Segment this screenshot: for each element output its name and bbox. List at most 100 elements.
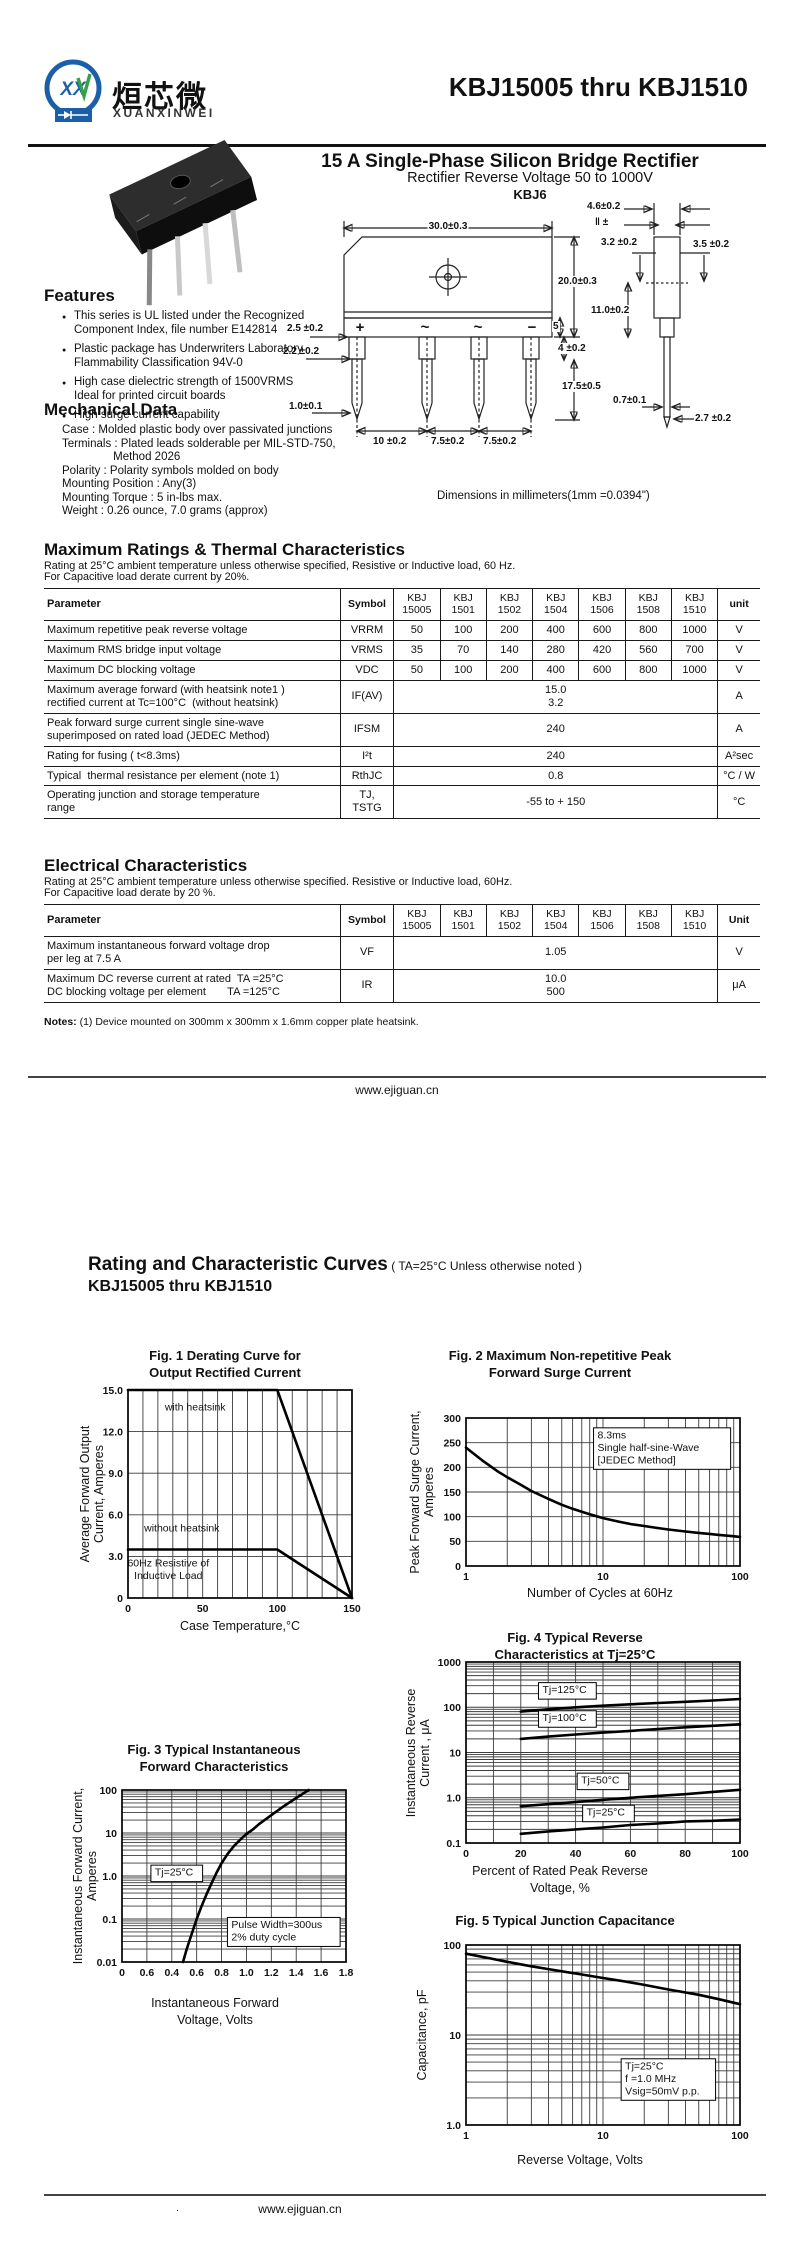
table-cell: VRRM: [339, 619, 395, 641]
brand-logo: XX: [40, 58, 112, 130]
svg-text:Tj=50°C: Tj=50°C: [581, 1775, 620, 1787]
table-cell: 200: [485, 659, 534, 681]
fig3-forward-characteristics-ylabel: Instantaneous Forward Current, Amperes: [71, 1787, 99, 1965]
svg-text:0.8: 0.8: [214, 1967, 229, 1979]
mechanical-line: Weight : 0.26 ounce, 7.0 grams (approx): [62, 505, 268, 517]
table-header-cell: KBJ 1501: [439, 588, 487, 621]
table-row: Maximum DC blocking voltage VDC 50 100 200 40…: [44, 659, 760, 681]
svg-text:40: 40: [570, 1848, 582, 1860]
electrical-subnote-1: Rating at 25°C ambient temperature unles…: [44, 876, 513, 888]
table-cell: Rating for fusing ( t<8.3ms): [44, 745, 341, 767]
svg-text:10: 10: [449, 1747, 461, 1759]
dimension-label: 0.7±0.1: [612, 395, 648, 406]
fig3-forward-characteristics-xlabel: Voltage, Volts: [177, 2013, 253, 2027]
svg-text:10: 10: [597, 2130, 609, 2142]
brand-logo-icon: XX: [44, 59, 102, 122]
table-cell: IFSM: [339, 712, 395, 747]
product-subtitle: Rectifier Reverse Voltage 50 to 1000V: [407, 170, 653, 186]
dimension-label: 2.7 ±0.2: [694, 413, 733, 424]
table-header-cell: KBJ 1510: [670, 904, 719, 937]
svg-text:1: 1: [463, 2130, 469, 2142]
product-photo-image: [109, 140, 258, 306]
table-header-cell: KBJ 1502: [485, 904, 534, 937]
table-row: Maximum DC reverse current at rated TA =…: [44, 968, 760, 1003]
svg-text:Tj=25°C: Tj=25°C: [625, 2060, 664, 2072]
svg-text:1.4: 1.4: [289, 1967, 304, 1979]
fig3-forward-characteristics-title: Forward Characteristics: [139, 1759, 289, 1774]
dimensions-note: Dimensions in millimeters(1mm =0.0394"): [437, 490, 650, 502]
table-cell: 400: [532, 659, 580, 681]
svg-text:without heatsink: without heatsink: [143, 1523, 220, 1535]
table-header-cell: Symbol: [339, 588, 395, 621]
svg-text:250: 250: [443, 1437, 461, 1449]
table-cell: 1.05: [393, 935, 719, 970]
curves-heading-note: ( TA=25°C Unless otherwise noted ): [387, 1259, 582, 1273]
notes-line: Notes: (1) Device mounted on 300mm x 300…: [44, 1016, 419, 1028]
table-cell: I²t: [339, 745, 395, 767]
electrical-table: Parameter Symbol KBJ 15005 KBJ 1501 KBJ 1502…: [44, 904, 760, 1003]
mechanical-list: Case : Molded plastic body over passivat…: [62, 424, 362, 519]
svg-text:Vsig=50mV p.p.: Vsig=50mV p.p.: [625, 2085, 699, 2097]
brand-name-en: XUANXINWEI: [113, 106, 215, 120]
svg-text:Tj=100°C: Tj=100°C: [542, 1712, 587, 1724]
table-header-cell: KBJ 15005: [393, 904, 441, 937]
svg-text:0: 0: [119, 1967, 125, 1979]
svg-text:0.4: 0.4: [164, 1967, 179, 1979]
svg-text:100: 100: [443, 1511, 461, 1523]
table-cell: 240: [393, 712, 719, 747]
table-row: Peak forward surge current single sine-w…: [44, 712, 760, 747]
svg-text:15.0: 15.0: [103, 1385, 124, 1397]
fig2-surge-current-title: Fig. 2 Maximum Non-repetitive Peak: [448, 1348, 672, 1363]
mechanical-line: Mounting Torque : 5 in-lbs max.: [62, 491, 223, 504]
table-header-cell: Parameter: [44, 588, 341, 621]
ratings-subnote-1: Rating at 25°C ambient temperature unles…: [44, 560, 516, 572]
mechanical-line: Polarity : Polarity symbols molded on bo…: [62, 464, 279, 477]
table-header-cell: Parameter: [44, 904, 341, 937]
svg-text:1.8: 1.8: [339, 1967, 354, 1979]
fig4-reverse-characteristics-xlabel: Voltage, %: [530, 1881, 590, 1895]
footer-url-2: www.ejiguan.cn: [258, 2202, 342, 2216]
electrical-subnote-2: For Capacitive load derate by 20 %.: [44, 887, 216, 899]
svg-text:0: 0: [463, 1848, 469, 1860]
svg-text:with heatsink: with heatsink: [164, 1401, 226, 1413]
curves-part-range: KBJ15005 thru KBJ1510: [88, 1278, 273, 1295]
table-header-cell: KBJ 1508: [624, 904, 672, 937]
svg-text:100: 100: [731, 1571, 749, 1583]
svg-text:Tj=25°C: Tj=25°C: [155, 1867, 194, 1879]
table-cell: 400: [532, 619, 580, 641]
table-cell: 200: [485, 619, 534, 641]
svg-text:0.01: 0.01: [97, 1957, 118, 1969]
fig4-reverse-characteristics-canvas: Tj=125°C Tj=100°C Tj=50°C Tj=25°C 0 20 40 60 80 1…: [438, 1657, 749, 1860]
svg-text:100: 100: [99, 1785, 117, 1797]
mechanical-line: Mounting Position : Any(3): [62, 478, 197, 490]
table-row: Rating for fusing ( t<8.3ms) I²t 240 A²sec: [44, 745, 760, 767]
features-list: This series is UL listed under the Recog…: [62, 310, 312, 429]
fig4-reverse-characteristics: Tj=125°C Tj=100°C Tj=50°C Tj=25°C 0 20 40 60 80 1…: [390, 1628, 754, 1896]
brand-name-cn: 烜芯微: [112, 81, 208, 114]
footer-dot: .: [176, 2202, 179, 2214]
footer-divider-2: [44, 2194, 766, 2196]
footer-url-1: www.ejiguan.cn: [355, 1083, 439, 1097]
table-cell: A²sec: [717, 745, 760, 767]
table-cell: Maximum repetitive peak reverse voltage: [44, 619, 341, 641]
table-cell: 0.8: [393, 765, 719, 787]
notes-text: (1) Device mounted on 300mm x 300mm x 1.…: [76, 1016, 419, 1028]
table-cell: 420: [578, 639, 626, 661]
table-header-cell: KBJ 1501: [439, 904, 487, 937]
table-cell: VF: [339, 935, 395, 970]
svg-text:1.6: 1.6: [314, 1967, 329, 1979]
svg-text:1.0: 1.0: [446, 1793, 461, 1805]
table-header-cell: KBJ 1506: [578, 904, 626, 937]
svg-text:60: 60: [625, 1848, 637, 1860]
fig1-derating-curve-title: Output Rectified Current: [149, 1365, 301, 1380]
table-header-cell: unit: [717, 588, 760, 621]
feature-item: High surge current capability: [62, 409, 312, 423]
fig5-junction-capacitance-xlabel: Reverse Voltage, Volts: [517, 2153, 643, 2167]
table-cell: Maximum instantaneous forward voltage dr…: [44, 935, 341, 970]
table-cell: RthJC: [339, 765, 395, 787]
dimension-label: 17.5±0.5: [561, 381, 602, 392]
table-cell: 800: [624, 659, 672, 681]
